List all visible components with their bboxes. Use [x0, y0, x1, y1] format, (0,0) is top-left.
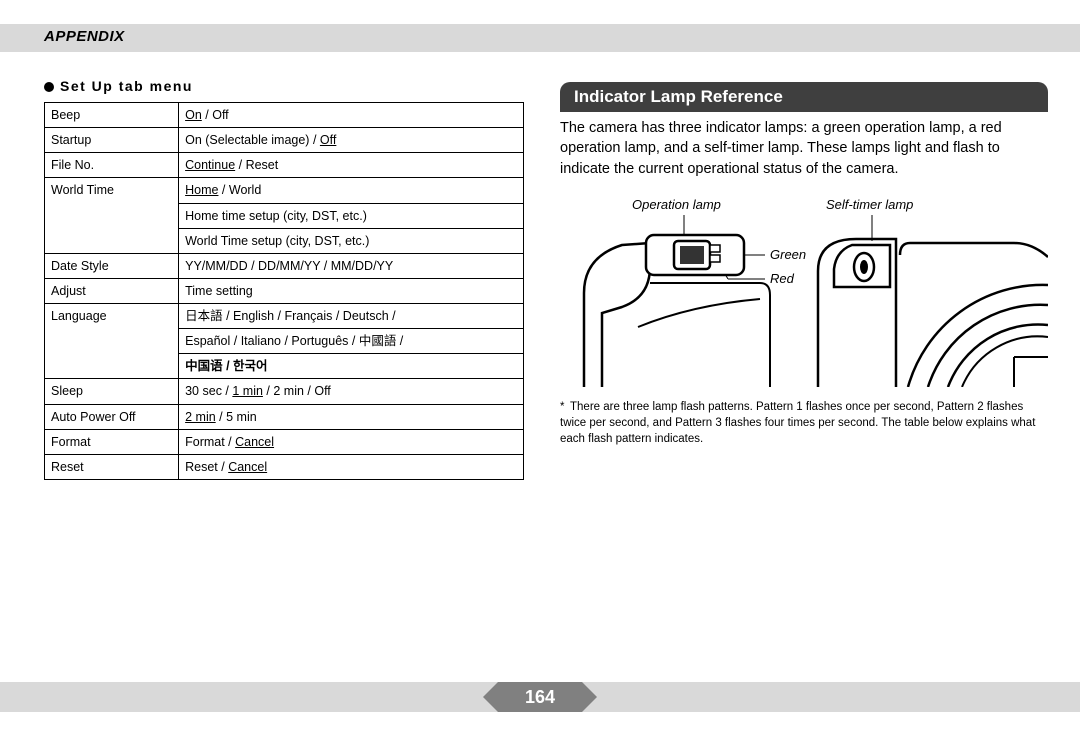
- table-value: 30 sec / 1 min / 2 min / Off: [179, 379, 524, 404]
- body-text: The camera has three indicator lamps: a …: [560, 118, 1048, 179]
- camera-svg: [560, 197, 1048, 387]
- label-operation-lamp: Operation lamp: [632, 197, 721, 212]
- section-heading: Indicator Lamp Reference: [560, 82, 1048, 112]
- table-key: Sleep: [45, 379, 179, 404]
- table-value: On / Off: [179, 103, 524, 128]
- table-value: Reset / Cancel: [179, 454, 524, 479]
- table-row: Language日本語 / English / Français / Deuts…: [45, 304, 524, 329]
- table-value: Time setting: [179, 278, 524, 303]
- bullet-icon: [44, 82, 54, 92]
- table-key: Adjust: [45, 278, 179, 303]
- table-key: World Time: [45, 178, 179, 253]
- footnote-text: There are three lamp flash patterns. Pat…: [560, 401, 1035, 445]
- camera-diagram: Operation lamp Self-timer lamp Green Red: [560, 197, 1048, 387]
- label-red: Red: [770, 271, 794, 286]
- table-key: Date Style: [45, 253, 179, 278]
- table-key: Auto Power Off: [45, 404, 179, 429]
- table-value: Home / World: [179, 178, 524, 203]
- table-row: StartupOn (Selectable image) / Off: [45, 128, 524, 153]
- table-row: AdjustTime setting: [45, 278, 524, 303]
- table-value: YY/MM/DD / DD/MM/YY / MM/DD/YY: [179, 253, 524, 278]
- asterisk-icon: *: [560, 399, 570, 415]
- table-row: Sleep30 sec / 1 min / 2 min / Off: [45, 379, 524, 404]
- table-key: Beep: [45, 103, 179, 128]
- table-row: FormatFormat / Cancel: [45, 429, 524, 454]
- page-number-arrow-left: [483, 682, 498, 712]
- left-column: Set Up tab menu BeepOn / OffStartupOn (S…: [44, 78, 524, 480]
- header-title: APPENDIX: [44, 28, 125, 45]
- header-bar: [0, 24, 1080, 52]
- table-row: BeepOn / Off: [45, 103, 524, 128]
- table-value: 中国语 / 한국어: [179, 354, 524, 379]
- table-key: Format: [45, 429, 179, 454]
- table-key: Language: [45, 304, 179, 379]
- section-title: Set Up tab menu: [44, 78, 524, 94]
- table-row: Auto Power Off2 min / 5 min: [45, 404, 524, 429]
- table-value: 日本語 / English / Français / Deutsch /: [179, 304, 524, 329]
- label-self-timer-lamp: Self-timer lamp: [826, 197, 913, 212]
- page-number: 164: [498, 682, 582, 712]
- footnote: *There are three lamp flash patterns. Pa…: [560, 399, 1038, 447]
- table-row: World TimeHome / World: [45, 178, 524, 203]
- table-value: On (Selectable image) / Off: [179, 128, 524, 153]
- table-row: File No.Continue / Reset: [45, 153, 524, 178]
- table-key: Startup: [45, 128, 179, 153]
- table-value: Home time setup (city, DST, etc.): [179, 203, 524, 228]
- table-row: Date StyleYY/MM/DD / DD/MM/YY / MM/DD/YY: [45, 253, 524, 278]
- table-value: Format / Cancel: [179, 429, 524, 454]
- table-value: Continue / Reset: [179, 153, 524, 178]
- section-title-text: Set Up tab menu: [60, 78, 193, 94]
- table-value: Español / Italiano / Português / 中國語 /: [179, 329, 524, 354]
- right-column: Indicator Lamp Reference The camera has …: [560, 82, 1050, 447]
- setup-menu-table: BeepOn / OffStartupOn (Selectable image)…: [44, 102, 524, 480]
- table-key: Reset: [45, 454, 179, 479]
- table-value: World Time setup (city, DST, etc.): [179, 228, 524, 253]
- label-green: Green: [770, 247, 806, 262]
- table-key: File No.: [45, 153, 179, 178]
- table-value: 2 min / 5 min: [179, 404, 524, 429]
- page-number-arrow-right: [582, 682, 597, 712]
- table-row: ResetReset / Cancel: [45, 454, 524, 479]
